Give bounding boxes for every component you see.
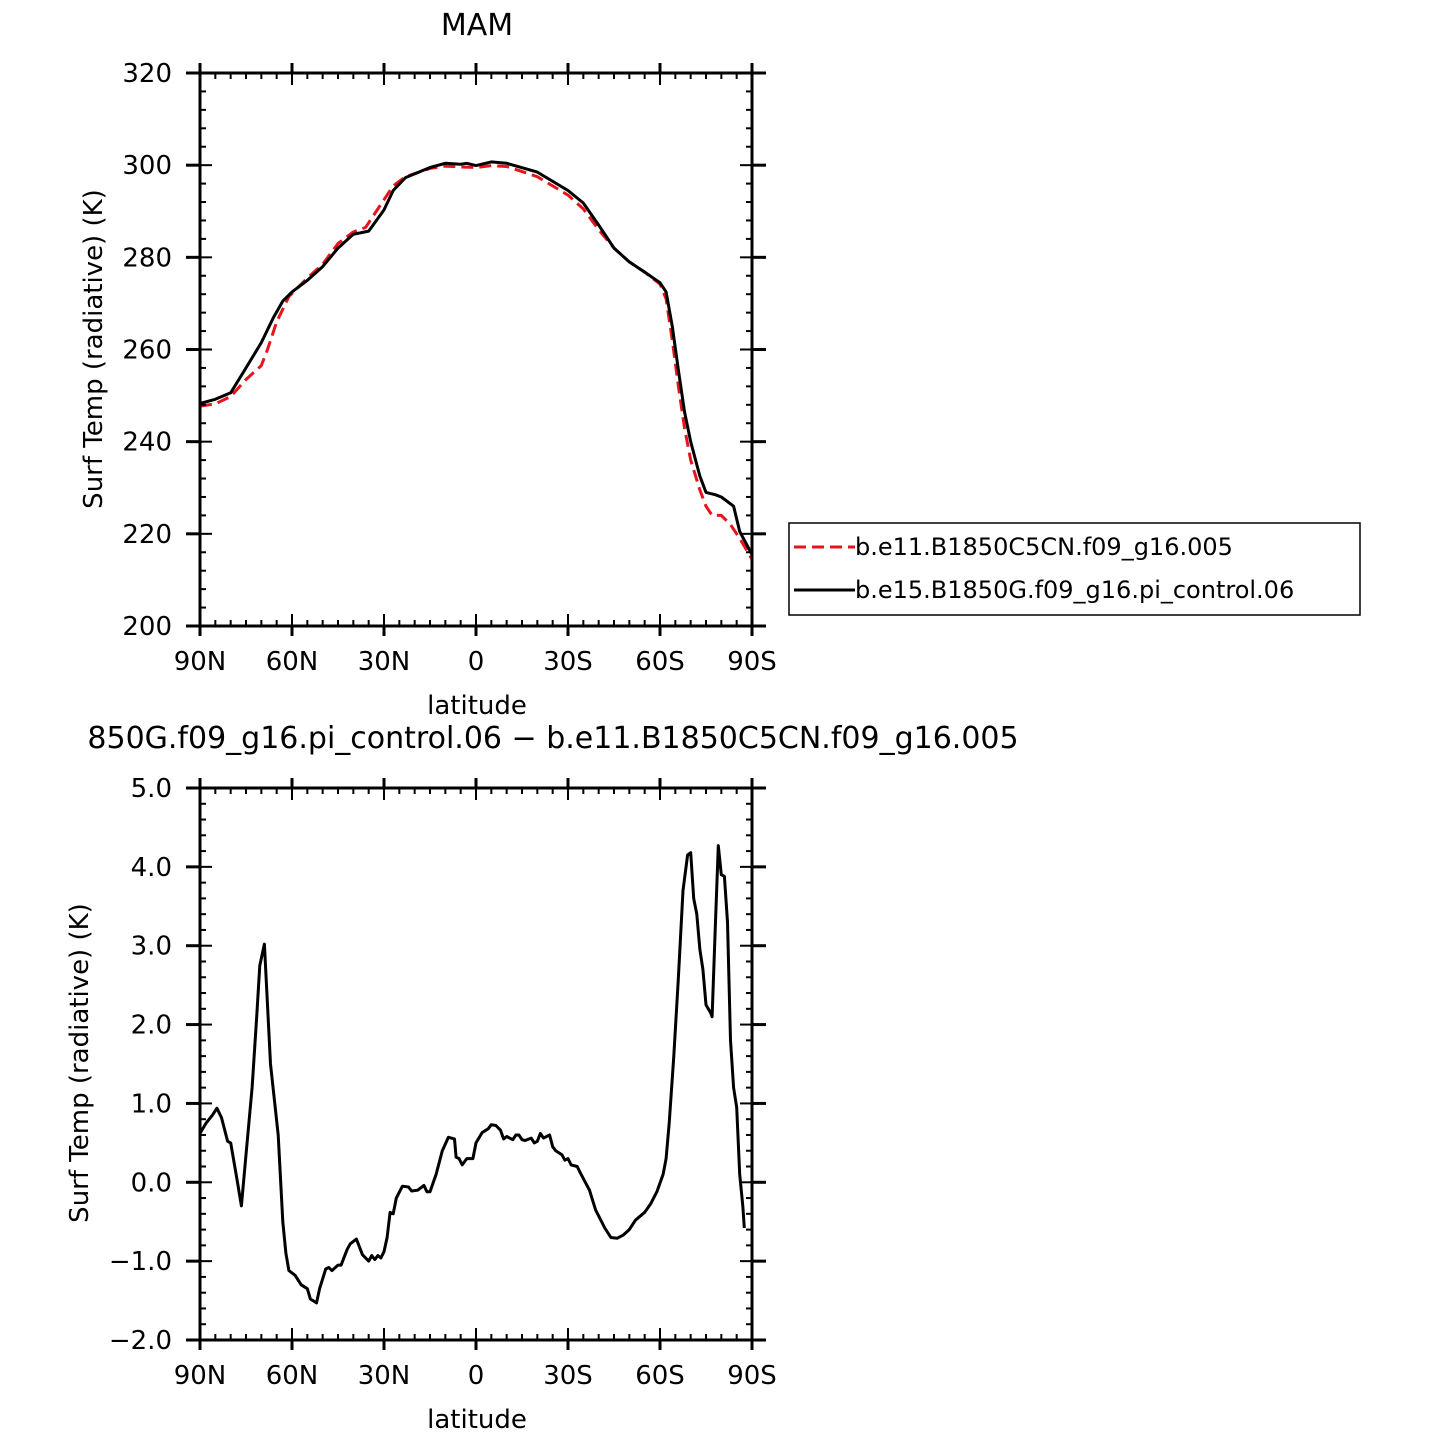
y-tick-label: 200 — [122, 612, 172, 642]
y-tick-label: 300 — [122, 151, 172, 181]
y-tick-label: 5.0 — [131, 774, 172, 804]
legend-entry-1: b.e15.B1850G.f09_g16.pi_control.06 — [855, 576, 1294, 604]
y-axis-label: Surf Temp (radiative) (K) — [65, 903, 95, 1223]
legend-box — [788, 522, 1361, 616]
legend: b.e11.B1850C5CN.f09_g16.005 b.e15.B1850G… — [788, 522, 1361, 616]
x-axis-label: latitude — [427, 1405, 527, 1435]
y-tick-label: 2.0 — [131, 1011, 172, 1041]
x-tick-label: 90S — [727, 1361, 777, 1391]
y-tick-label: 320 — [122, 59, 172, 89]
x-tick-label: 60N — [266, 1361, 319, 1391]
x-tick-label: 30N — [358, 1361, 411, 1391]
x-tick-label: 60N — [266, 647, 319, 677]
y-tick-label: 0.0 — [131, 1168, 172, 1198]
x-tick-label: 90N — [174, 1361, 227, 1391]
y-tick-label: 260 — [122, 336, 172, 366]
x-tick-label: 30S — [543, 647, 593, 677]
plot-frame — [198, 71, 754, 628]
x-axis-ticks: 90N 60N 30N 0 30S 60S 90S — [174, 778, 777, 1391]
y-axis-ticks: −2.0 −1.0 0.0 1.0 2.0 3.0 4.0 5.0 — [109, 774, 766, 1356]
series-group — [199, 160, 754, 560]
legend-entry-0: b.e11.B1850C5CN.f09_g16.005 — [855, 533, 1233, 561]
x-axis-ticks: 90N 60N 30N 0 30S 60S 90S — [174, 63, 777, 677]
plot-frame — [198, 786, 754, 1342]
x-tick-label: 30N — [358, 647, 411, 677]
x-tick-label: 30S — [543, 1361, 593, 1391]
series-group — [198, 844, 746, 1305]
panel-bottom: 850G.f09_g16.pi_control.06 − b.e11.B1850… — [65, 721, 1019, 1435]
x-tick-label: 90N — [174, 647, 227, 677]
y-tick-label: −1.0 — [109, 1247, 172, 1277]
series-line-0 — [199, 164, 754, 560]
panel-top: MAM 90N 60N 30N 0 30S 60S 90S 200 220 240 260 280 3… — [79, 8, 1361, 721]
y-tick-label: 3.0 — [131, 932, 172, 962]
y-tick-label: 4.0 — [131, 853, 172, 883]
chart-title: MAM — [441, 8, 513, 43]
y-axis-label: Surf Temp (radiative) (K) — [79, 189, 109, 509]
y-tick-label: 220 — [122, 520, 172, 550]
difference-title: 850G.f09_g16.pi_control.06 − b.e11.B1850… — [87, 721, 1018, 756]
x-tick-label: 60S — [635, 647, 685, 677]
y-tick-label: −2.0 — [109, 1326, 172, 1356]
y-tick-label: 240 — [122, 428, 172, 458]
series-line-1 — [199, 160, 754, 556]
x-axis-label: latitude — [427, 691, 527, 721]
x-tick-label: 0 — [468, 647, 485, 677]
y-axis-ticks: 200 220 240 260 280 300 320 — [122, 59, 766, 642]
x-tick-label: 0 — [468, 1361, 485, 1391]
y-tick-label: 280 — [122, 243, 172, 273]
y-tick-label: 1.0 — [131, 1089, 172, 1119]
series-line-0 — [198, 844, 746, 1305]
x-tick-label: 90S — [727, 647, 777, 677]
x-tick-label: 60S — [635, 1361, 685, 1391]
